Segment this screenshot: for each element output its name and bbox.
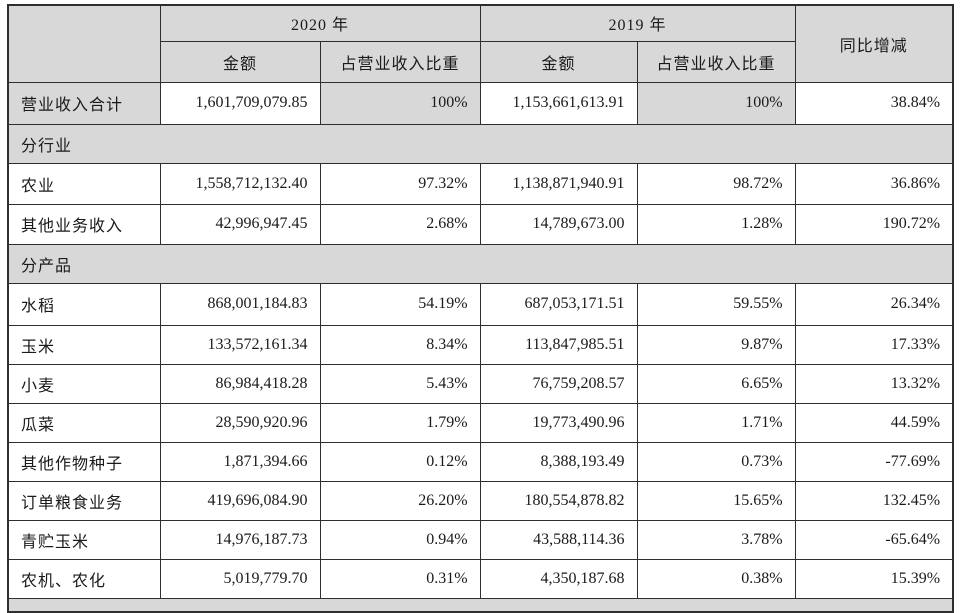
cell-amount-2020: 86,984,418.28 [159,363,321,404]
header-row-years: 2020 年 2019 年 同比增减 [7,4,954,83]
cell-amount-2019: 14,789,673.00 [479,203,638,245]
cell-label: 农业 [7,162,161,205]
header-year-2019: 2019 年 [479,4,796,42]
cell-yoy: 38.84% [794,81,954,125]
cell-share-2020: 8.34% [319,324,481,365]
table-row: 水稻 868,001,184.83 54.19% 687,053,171.51 … [7,282,954,326]
cell-label: 订单粮食业务 [7,480,161,521]
cell-label: 小麦 [7,363,161,404]
cell-amount-2019: 687,053,171.51 [479,282,638,326]
cell-amount-2019: 1,153,661,613.91 [479,81,638,125]
header-yoy: 同比增减 [794,4,954,83]
header-share-2020: 占营业收入比重 [319,40,481,83]
cell-amount-2020: 419,696,084.90 [159,480,321,521]
cell-amount-2020: 28,590,920.96 [159,402,321,443]
cell-label: 营业收入合计 [7,81,161,125]
cell-amount-2020: 133,572,161.34 [159,324,321,365]
cell-share-2020: 0.12% [319,441,481,482]
table-row: 瓜菜 28,590,920.96 1.79% 19,773,490.96 1.7… [7,402,954,443]
cell-label: 农机、农化 [7,558,161,599]
section-label: 分行业 [7,123,954,164]
cell-label: 水稻 [7,282,161,326]
cell-share-2020: 100% [319,81,481,125]
cell-yoy: -65.64% [794,519,954,560]
cell-share-2020: 54.19% [319,282,481,326]
cell-amount-2020: 1,558,712,132.40 [159,162,321,205]
header-blank-cell [7,4,161,83]
header-share-2019: 占营业收入比重 [636,40,796,83]
cell-yoy: 36.86% [794,162,954,205]
cell-share-2020: 2.68% [319,203,481,245]
clipped-next-section-row [7,597,954,613]
cell-amount-2019: 76,759,208.57 [479,363,638,404]
cell-share-2020: 97.32% [319,162,481,205]
cell-share-2020: 5.43% [319,363,481,404]
cell-label: 其他作物种子 [7,441,161,482]
table-row: 其他业务收入 42,996,947.45 2.68% 14,789,673.00… [7,203,954,245]
cell-label: 玉米 [7,324,161,365]
cell-amount-2020: 14,976,187.73 [159,519,321,560]
section-label: 分产品 [7,243,954,284]
cell-amount-2019: 4,350,187.68 [479,558,638,599]
table-row: 玉米 133,572,161.34 8.34% 113,847,985.51 9… [7,324,954,365]
cell-share-2019: 3.78% [636,519,796,560]
cell-amount-2020: 42,996,947.45 [159,203,321,245]
cell-share-2020: 0.31% [319,558,481,599]
table-row: 小麦 86,984,418.28 5.43% 76,759,208.57 6.6… [7,363,954,404]
table-row: 青贮玉米 14,976,187.73 0.94% 43,588,114.36 3… [7,519,954,560]
cell-amount-2019: 43,588,114.36 [479,519,638,560]
cell-share-2020: 26.20% [319,480,481,521]
cell-amount-2019: 19,773,490.96 [479,402,638,443]
cell-yoy: 15.39% [794,558,954,599]
section-row-by-industry: 分行业 [7,123,954,164]
table-row: 其他作物种子 1,871,394.66 0.12% 8,388,193.49 0… [7,441,954,482]
cell-amount-2019: 1,138,871,940.91 [479,162,638,205]
cell-amount-2019: 113,847,985.51 [479,324,638,365]
cell-share-2019: 6.65% [636,363,796,404]
header-amount-2020: 金额 [159,40,321,83]
cell-share-2019: 100% [636,81,796,125]
cell-label: 其他业务收入 [7,203,161,245]
clipped-section-cell [7,597,954,613]
header-amount-2019: 金额 [479,40,638,83]
header-row-subcolumns: 金额 占营业收入比重 金额 占营业收入比重 [8,40,953,83]
cell-yoy: 132.45% [794,480,954,521]
cell-share-2020: 1.79% [319,402,481,443]
table-row-total: 营业收入合计 1,601,709,079.85 100% 1,153,661,6… [7,81,954,125]
cell-share-2019: 1.71% [636,402,796,443]
cell-share-2019: 0.73% [636,441,796,482]
header-year-2020: 2020 年 [159,4,481,42]
table-row: 订单粮食业务 419,696,084.90 26.20% 180,554,878… [7,480,954,521]
cell-amount-2019: 8,388,193.49 [479,441,638,482]
cell-yoy: 17.33% [794,324,954,365]
cell-share-2019: 98.72% [636,162,796,205]
table-row: 农机、农化 5,019,779.70 0.31% 4,350,187.68 0.… [7,558,954,599]
cell-yoy: 13.32% [794,363,954,404]
cell-share-2019: 59.55% [636,282,796,326]
table-row: 农业 1,558,712,132.40 97.32% 1,138,871,940… [7,162,954,205]
cell-amount-2020: 1,871,394.66 [159,441,321,482]
cell-yoy: -77.69% [794,441,954,482]
cell-amount-2020: 868,001,184.83 [159,282,321,326]
cell-amount-2020: 5,019,779.70 [159,558,321,599]
cell-share-2019: 1.28% [636,203,796,245]
cell-label: 瓜菜 [7,402,161,443]
cell-amount-2019: 180,554,878.82 [479,480,638,521]
cell-share-2020: 0.94% [319,519,481,560]
cell-share-2019: 9.87% [636,324,796,365]
cell-yoy: 26.34% [794,282,954,326]
cell-amount-2020: 1,601,709,079.85 [159,81,321,125]
cell-yoy: 190.72% [794,203,954,245]
cell-yoy: 44.59% [794,402,954,443]
cell-share-2019: 0.38% [636,558,796,599]
cell-share-2019: 15.65% [636,480,796,521]
revenue-breakdown-table: 2020 年 2019 年 同比增减 金额 占营业收入比重 金额 占营业收入比重… [7,4,955,613]
section-row-by-product: 分产品 [7,243,954,284]
cell-label: 青贮玉米 [7,519,161,560]
